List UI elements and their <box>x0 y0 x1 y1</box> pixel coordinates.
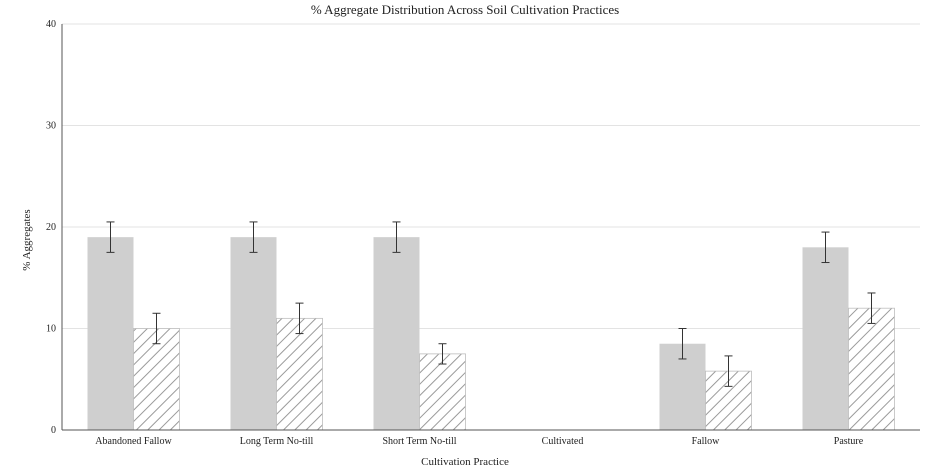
bar-1-series-0 <box>230 237 277 430</box>
y-axis-label: % Aggregates <box>21 209 33 270</box>
bar-5-series-0 <box>802 247 849 430</box>
x-tick-label-0: Abandoned Fallow <box>95 436 172 447</box>
y-tick-label-0: 0 <box>51 425 56 436</box>
x-tick-label-5: Pasture <box>834 436 864 447</box>
bar-2-series-0 <box>373 237 420 430</box>
error-bars <box>106 221 876 387</box>
chart-title: % Aggregate Distribution Across Soil Cul… <box>311 2 619 17</box>
bar-5-series-1 <box>848 307 895 431</box>
bar-2-series-1 <box>419 353 466 431</box>
x-tick-label-4: Fallow <box>692 436 721 447</box>
axes: 0 10 20 30 40 Abandoned Fallow Long Term No-ti… <box>46 19 920 447</box>
y-tick-label-2: 20 <box>46 222 56 233</box>
bar-1-series-1 <box>276 317 323 431</box>
bar-0-series-0 <box>87 237 134 430</box>
y-tick-label-1: 10 <box>46 324 56 335</box>
y-tick-label-4: 40 <box>46 19 56 30</box>
y-tick-label-3: 30 <box>46 121 56 132</box>
x-tick-label-3: Cultivated <box>542 436 584 447</box>
x-axis-label: Cultivation Practice <box>421 456 509 468</box>
x-tick-label-2: Short Term No-till <box>382 436 456 447</box>
bar-4-series-1 <box>705 370 752 431</box>
bar-0-series-1 <box>133 328 180 431</box>
bars <box>87 237 895 431</box>
x-tick-label-1: Long Term No-till <box>240 436 314 447</box>
